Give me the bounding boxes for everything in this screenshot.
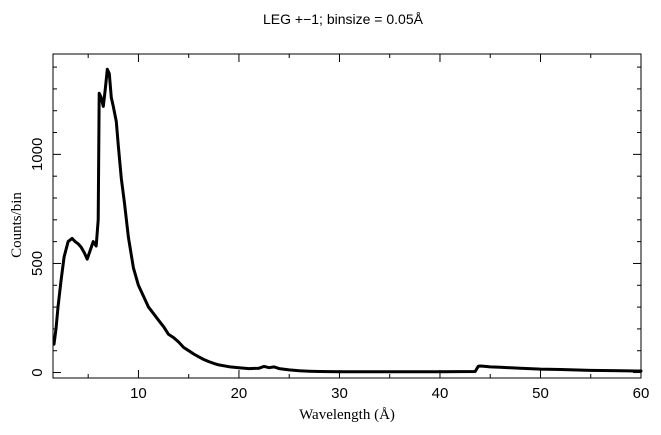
x-tick-label: 20: [231, 385, 248, 402]
y-tick-label: 0: [29, 368, 46, 376]
x-tick-label: 10: [130, 385, 147, 402]
x-axis-label: Wavelength (Å): [299, 407, 395, 423]
x-tick-label: 30: [331, 385, 348, 402]
x-tick-label: 50: [532, 385, 549, 402]
x-tick-label: 60: [633, 385, 650, 402]
plot-frame: [52, 53, 642, 379]
y-tick-label: 1000: [29, 138, 46, 171]
y-tick-label: 500: [29, 251, 46, 276]
x-tick-label: 40: [432, 385, 449, 402]
x-axis: 10 20 30 40 50 60: [87, 54, 650, 402]
y-axis: 0 500 1000: [29, 66, 641, 377]
spectrum-line: [52, 67, 643, 374]
y-axis-label: Counts/bin: [9, 192, 25, 258]
chart-title: LEG +−1; binsize = 0.05Å: [263, 11, 424, 27]
